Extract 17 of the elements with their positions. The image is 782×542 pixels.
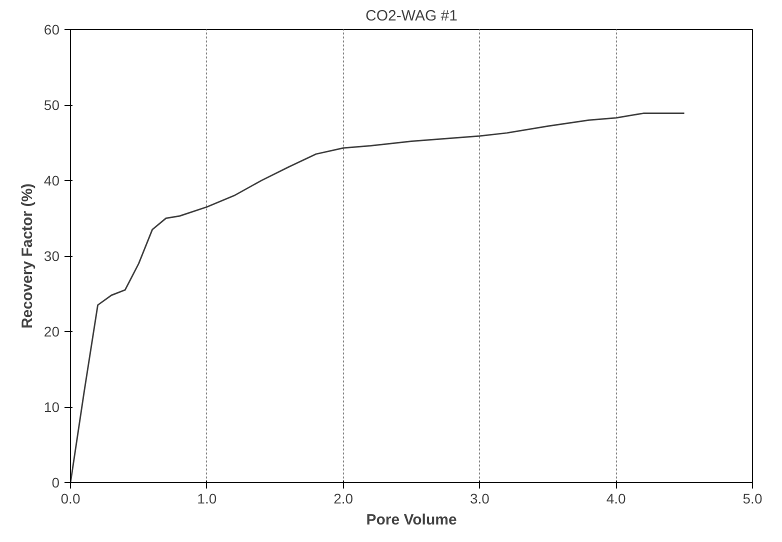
x-tick-label: 2.0 bbox=[334, 490, 354, 506]
x-tick-label: 4.0 bbox=[606, 490, 626, 506]
line-series bbox=[70, 112, 686, 482]
y-tick-label: 0 bbox=[52, 474, 60, 490]
y-tick-label: 10 bbox=[44, 399, 60, 415]
y-tick-label: 30 bbox=[44, 248, 60, 264]
y-tick-label: 60 bbox=[44, 22, 60, 38]
y-tick-label: 40 bbox=[44, 172, 60, 188]
x-axis-title: Pore Volume bbox=[366, 512, 457, 528]
chart-title: CO2-WAG #1 bbox=[366, 8, 458, 24]
y-tick-label: 50 bbox=[44, 97, 60, 113]
x-tick-label: 5.0 bbox=[742, 490, 762, 506]
y-tick-label: 20 bbox=[44, 324, 60, 340]
y-axis-title: Recovery Factor (%) bbox=[18, 183, 36, 329]
x-tick-label: 3.0 bbox=[470, 490, 490, 506]
x-tick-label: 1.0 bbox=[197, 490, 217, 506]
x-tick-label: 0.0 bbox=[60, 490, 80, 506]
